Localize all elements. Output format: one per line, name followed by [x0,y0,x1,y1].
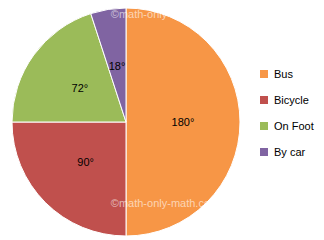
pie-slice [91,8,126,122]
data-label: 90° [77,156,94,168]
watermark: ©math-only-math.com [111,8,219,20]
pie [12,8,240,236]
legend-swatch [260,70,268,78]
legend-label: Bicycle [274,94,309,106]
data-label: 72° [72,82,89,94]
legend: Bus Bicycle On Foot By car [260,68,314,158]
watermark: ©math-only-math.com [111,197,219,209]
chart: 180° 90° 72° 18° ©math-only-math.com ©math-on… [0,0,324,240]
legend-label: Bus [274,68,293,80]
legend-swatch [260,96,268,104]
legend-label: On Foot [274,120,314,132]
data-label: 18° [109,60,126,72]
legend-swatch [260,148,268,156]
pie-slice [12,122,126,236]
legend-label: By car [274,146,306,158]
legend-swatch [260,122,268,130]
data-labels: 180° 90° 72° 18° [72,60,195,169]
data-label: 180° [172,116,195,128]
background [0,0,324,240]
